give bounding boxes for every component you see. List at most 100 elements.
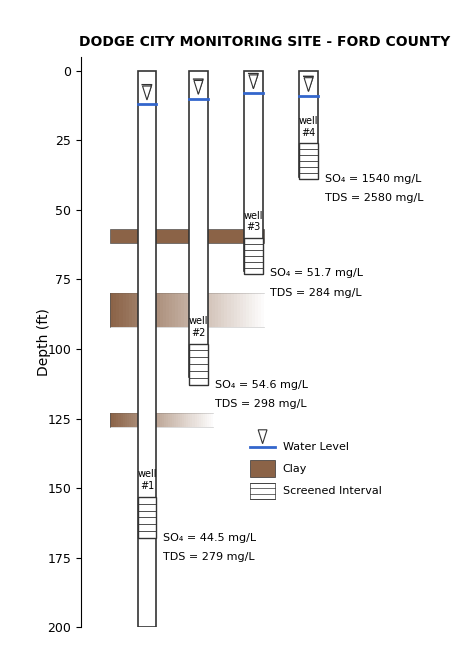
- Bar: [240, 294, 243, 327]
- Bar: [299, 143, 318, 179]
- Bar: [250, 461, 275, 477]
- Bar: [110, 294, 113, 327]
- Bar: [194, 413, 197, 427]
- Bar: [199, 413, 200, 427]
- Bar: [139, 413, 141, 427]
- Bar: [151, 413, 153, 427]
- Bar: [193, 413, 194, 427]
- Bar: [184, 413, 186, 427]
- Bar: [149, 413, 151, 427]
- Bar: [147, 294, 150, 327]
- Bar: [138, 497, 156, 538]
- Bar: [255, 294, 258, 327]
- Text: TDS = 2580 mg/L: TDS = 2580 mg/L: [325, 193, 424, 203]
- Bar: [132, 294, 135, 327]
- Bar: [163, 294, 166, 327]
- Bar: [234, 294, 237, 327]
- Bar: [209, 413, 211, 427]
- Bar: [150, 294, 153, 327]
- Bar: [114, 413, 116, 427]
- Bar: [168, 413, 170, 427]
- Bar: [184, 294, 188, 327]
- Bar: [116, 413, 119, 427]
- Bar: [299, 71, 318, 177]
- Bar: [200, 294, 203, 327]
- Title: DODGE CITY MONITORING SITE - FORD COUNTY: DODGE CITY MONITORING SITE - FORD COUNTY: [79, 35, 450, 49]
- Bar: [244, 238, 263, 274]
- Bar: [190, 413, 193, 427]
- Bar: [143, 413, 145, 427]
- Bar: [119, 294, 123, 327]
- Bar: [160, 294, 163, 327]
- Bar: [170, 413, 172, 427]
- Bar: [160, 413, 162, 427]
- Polygon shape: [194, 80, 203, 95]
- Bar: [123, 413, 125, 427]
- Text: SO₄ = 51.7 mg/L: SO₄ = 51.7 mg/L: [270, 268, 363, 279]
- Bar: [178, 413, 180, 427]
- Text: TDS = 284 mg/L: TDS = 284 mg/L: [270, 288, 362, 298]
- Y-axis label: Depth (ft): Depth (ft): [38, 308, 51, 376]
- Bar: [218, 294, 221, 327]
- Bar: [164, 413, 166, 427]
- Bar: [153, 413, 156, 427]
- Text: TDS = 298 mg/L: TDS = 298 mg/L: [215, 399, 307, 409]
- Bar: [250, 483, 275, 499]
- Bar: [197, 294, 200, 327]
- Bar: [166, 413, 168, 427]
- Bar: [261, 294, 264, 327]
- Bar: [145, 413, 147, 427]
- Text: TDS = 279 mg/L: TDS = 279 mg/L: [163, 553, 255, 562]
- Bar: [231, 294, 234, 327]
- Bar: [249, 294, 252, 327]
- Bar: [215, 294, 218, 327]
- Bar: [211, 413, 213, 427]
- Bar: [205, 413, 207, 427]
- Bar: [135, 413, 137, 427]
- Bar: [221, 294, 225, 327]
- Text: well
#4: well #4: [299, 116, 318, 137]
- Bar: [156, 294, 160, 327]
- Bar: [243, 294, 246, 327]
- Bar: [190, 294, 194, 327]
- Bar: [131, 413, 133, 427]
- Bar: [129, 294, 132, 327]
- Bar: [166, 294, 169, 327]
- Bar: [258, 294, 261, 327]
- Bar: [227, 294, 231, 327]
- Bar: [129, 413, 131, 427]
- Bar: [141, 294, 144, 327]
- Bar: [172, 413, 174, 427]
- Bar: [197, 413, 199, 427]
- Bar: [182, 413, 184, 427]
- Bar: [178, 294, 181, 327]
- Bar: [237, 294, 240, 327]
- Bar: [147, 413, 149, 427]
- Bar: [203, 294, 206, 327]
- Polygon shape: [258, 430, 267, 443]
- Text: Water Level: Water Level: [283, 442, 349, 451]
- Bar: [252, 294, 255, 327]
- Polygon shape: [304, 78, 313, 91]
- Bar: [174, 413, 176, 427]
- Text: SO₄ = 44.5 mg/L: SO₄ = 44.5 mg/L: [163, 533, 257, 543]
- Bar: [209, 294, 212, 327]
- Bar: [169, 294, 172, 327]
- Bar: [141, 413, 143, 427]
- Bar: [188, 294, 190, 327]
- Text: SO₄ = 54.6 mg/L: SO₄ = 54.6 mg/L: [215, 380, 308, 390]
- Bar: [225, 294, 227, 327]
- Text: SO₄ = 1540 mg/L: SO₄ = 1540 mg/L: [325, 173, 421, 184]
- Bar: [116, 294, 119, 327]
- Text: Screened Interval: Screened Interval: [283, 486, 382, 496]
- Bar: [138, 294, 141, 327]
- Bar: [203, 413, 205, 427]
- Bar: [110, 413, 113, 427]
- Bar: [212, 294, 215, 327]
- Text: well
#1: well #1: [137, 470, 156, 491]
- Text: Clay: Clay: [283, 464, 307, 474]
- Bar: [194, 294, 197, 327]
- Bar: [125, 294, 129, 327]
- Bar: [157, 413, 160, 427]
- Bar: [127, 413, 129, 427]
